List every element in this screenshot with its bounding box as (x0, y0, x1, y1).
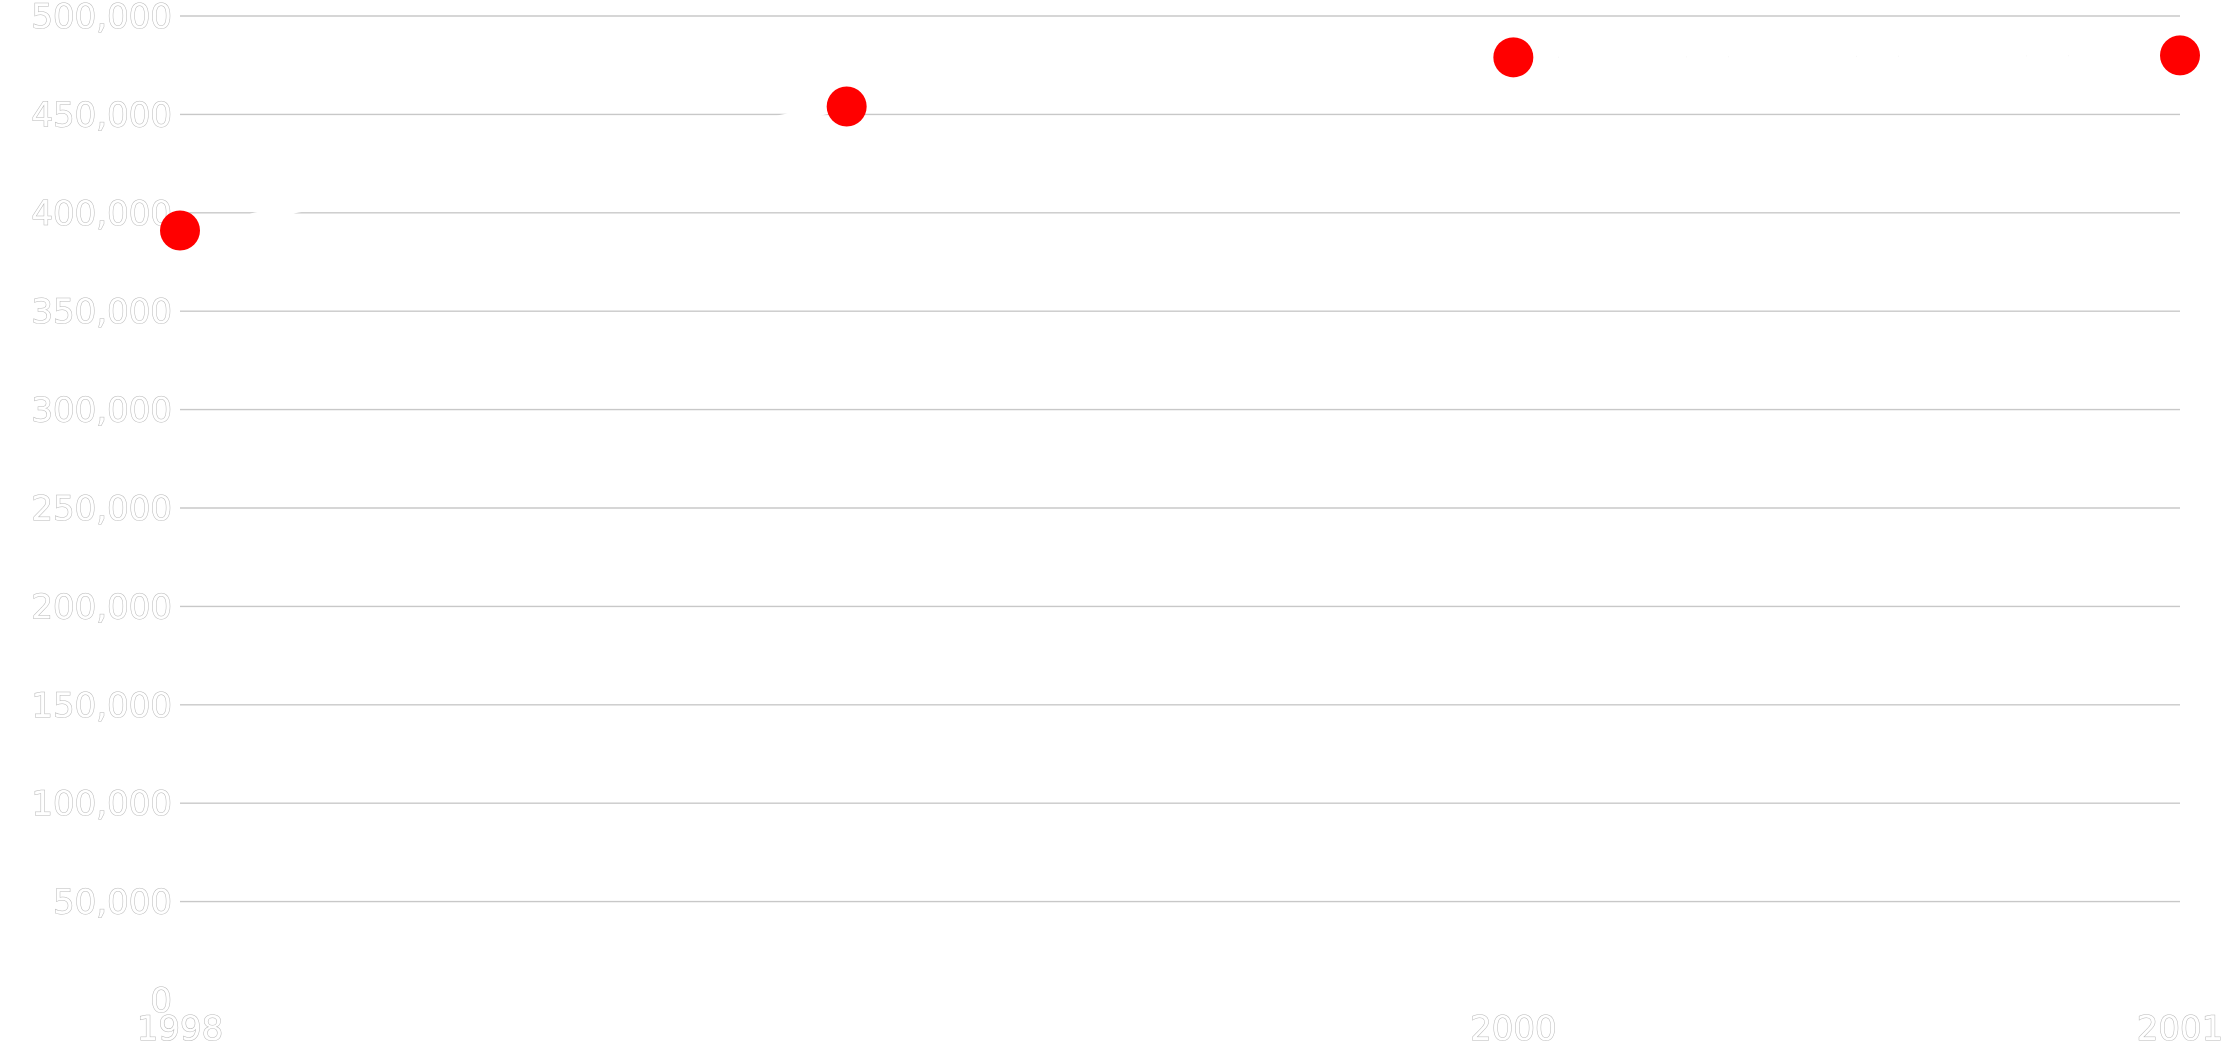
series-segment (846, 53, 1514, 111)
y-tick-label: 250,000 (31, 489, 172, 529)
x-tick-label: 1998 (137, 1009, 224, 1049)
x-tick-label: 2001 (2137, 1009, 2224, 1049)
y-tick-label: 0 (150, 981, 172, 1021)
y-tick-label: 50,000 (53, 883, 172, 923)
y-tick-label: 100,000 (31, 784, 172, 824)
data-point (826, 86, 867, 127)
y-tick-label: 500,000 (31, 0, 172, 37)
data-point (2160, 35, 2200, 76)
data-point (1493, 37, 1534, 78)
series-segment (179, 102, 848, 235)
x-tick-label: 2000 (1470, 1009, 1557, 1049)
series-segment (1513, 51, 2181, 62)
y-tick-label: 200,000 (31, 587, 172, 627)
y-tick-label: 300,000 (31, 391, 172, 431)
data-point (160, 210, 200, 251)
y-tick-label: 400,000 (31, 194, 172, 234)
y-tick-label: 450,000 (31, 95, 172, 135)
y-tick-label: 150,000 (31, 686, 172, 726)
y-tick-label: 350,000 (31, 292, 172, 332)
